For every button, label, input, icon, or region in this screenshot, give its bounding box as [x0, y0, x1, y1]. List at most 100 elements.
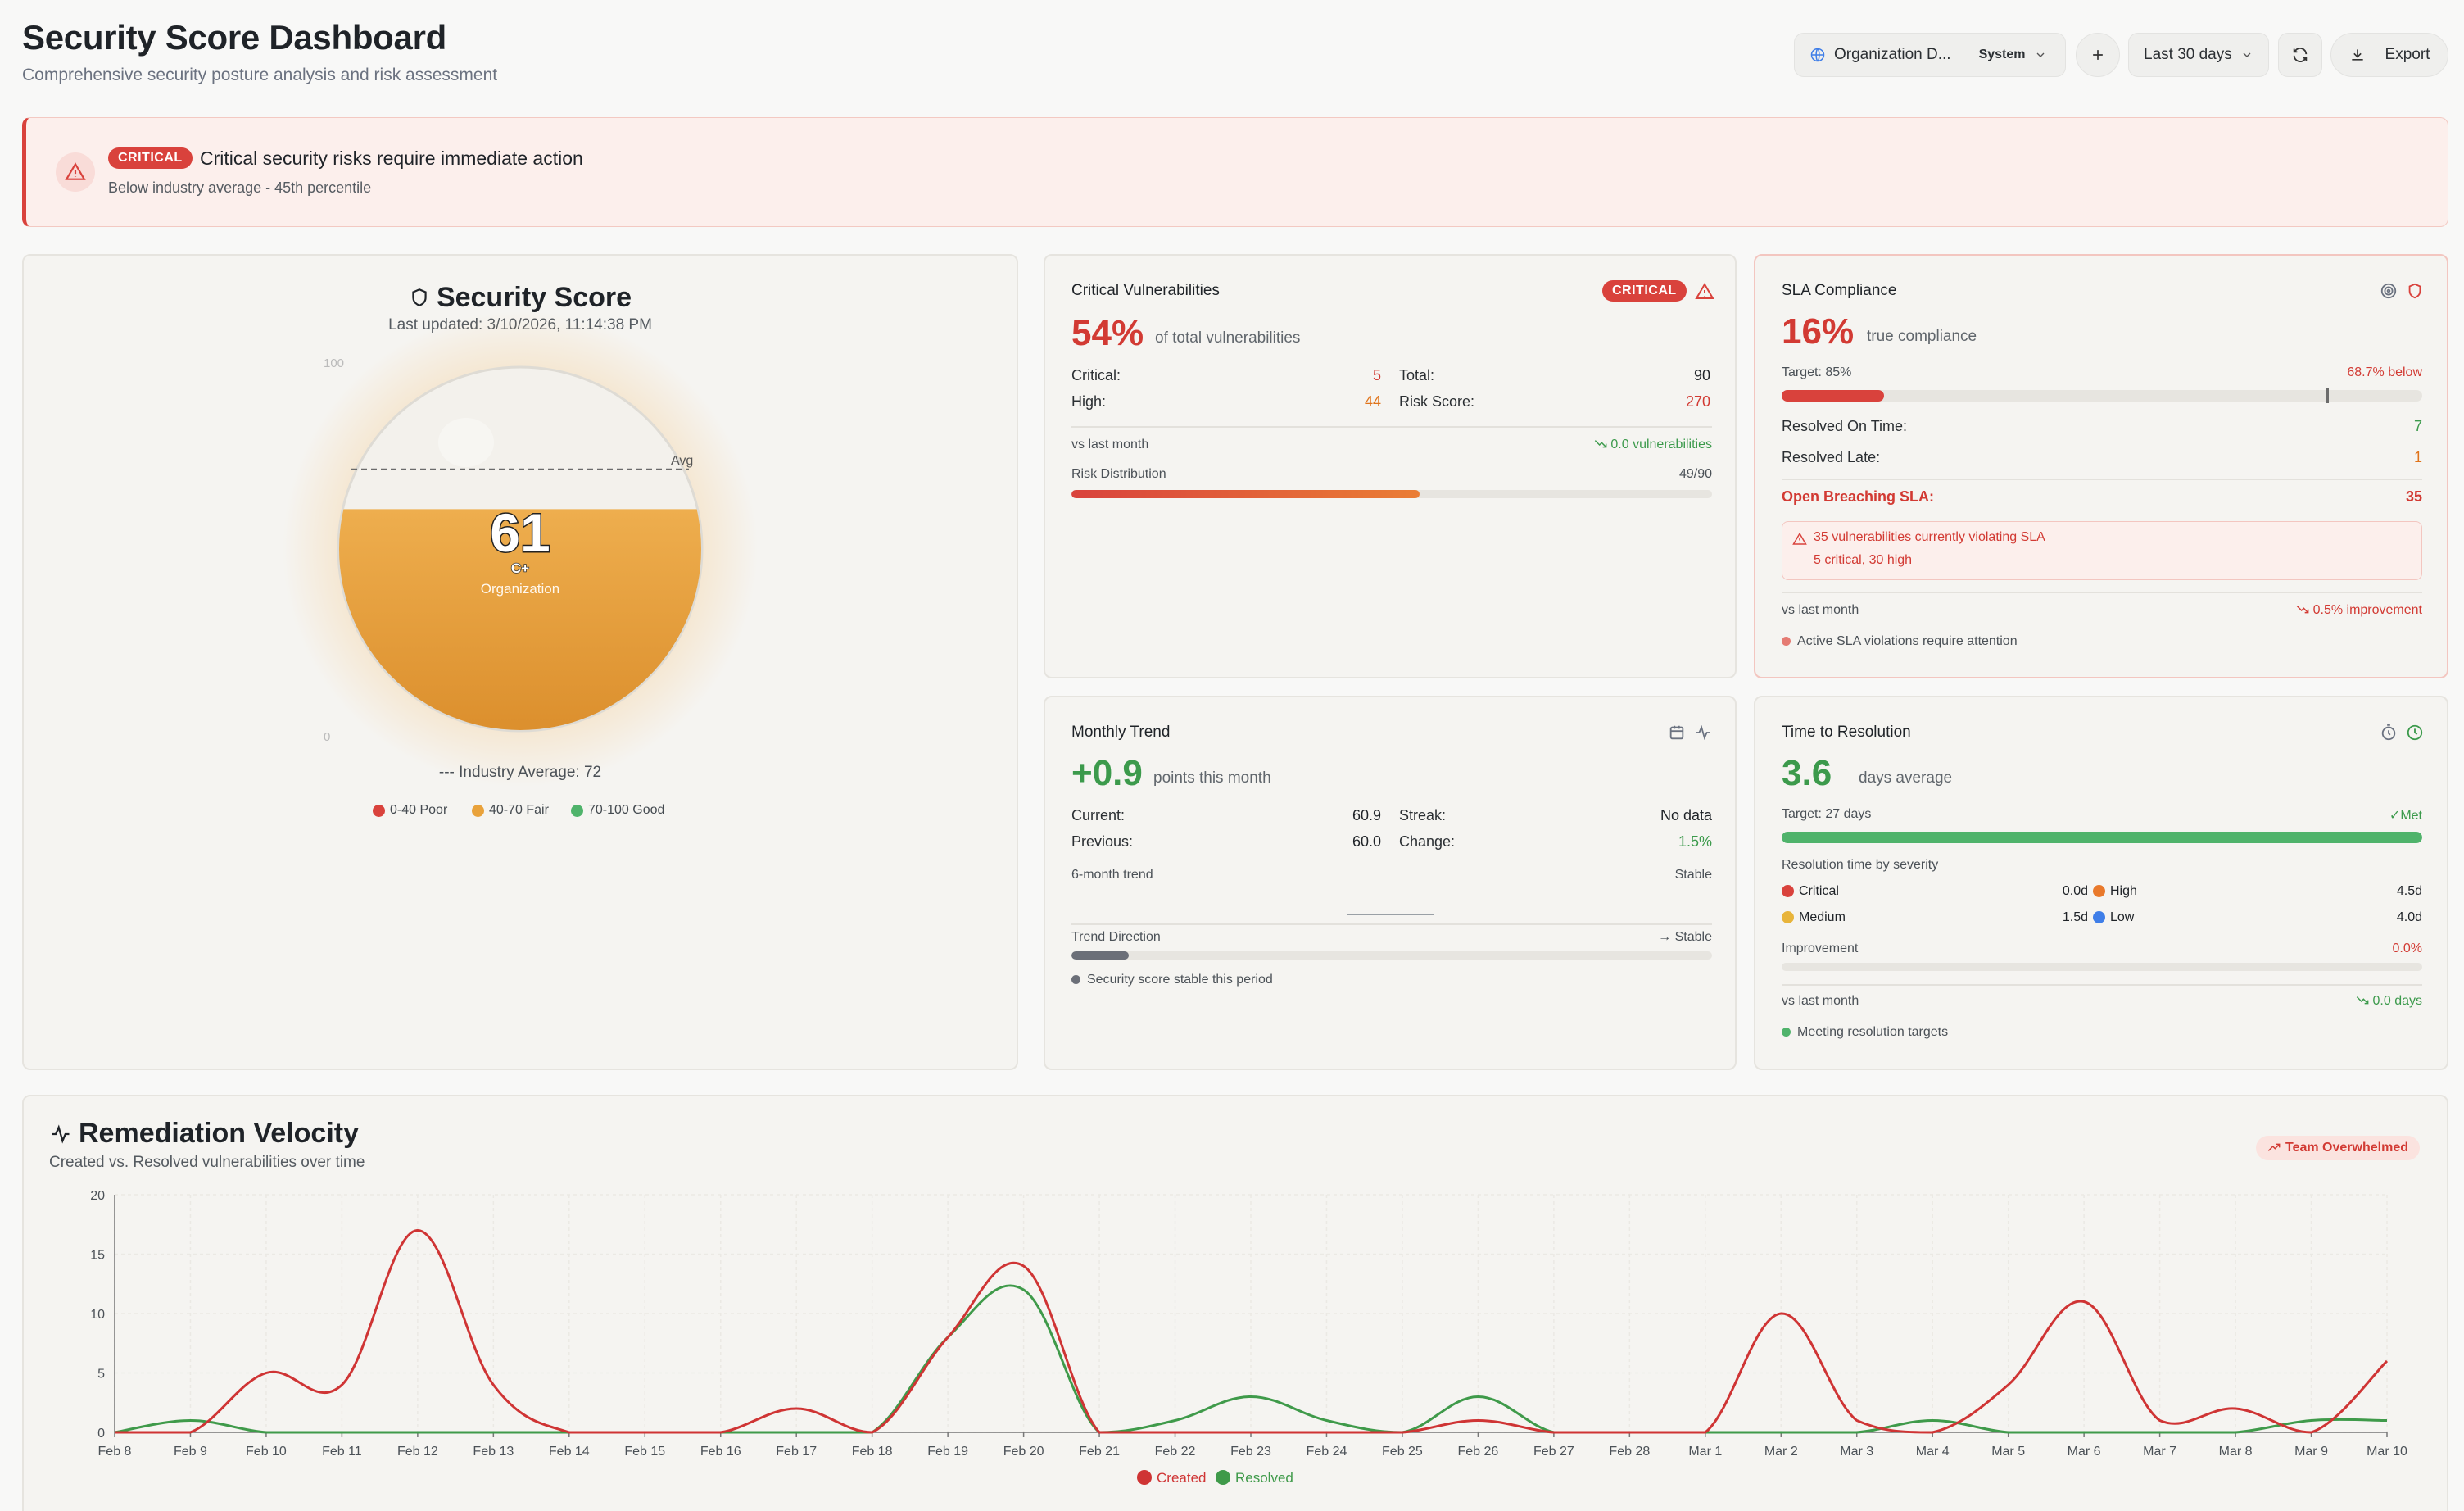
low-dot — [2093, 911, 2105, 924]
direction-value: → Stable — [1658, 930, 1712, 944]
divider — [1782, 479, 2422, 480]
y-tick-label: 10 — [90, 1308, 105, 1322]
time-to-resolution-card: Time to Resolution 3.6 days average Targ… — [1754, 696, 2448, 1070]
activity-icon — [1696, 724, 1710, 741]
velocity-title: Remediation Velocity — [79, 1118, 359, 1149]
remediation-velocity-card — [22, 1095, 2448, 1511]
score-gauge: Avg 100 0 61 C+ Organization — [283, 311, 758, 787]
critical-count: 5 — [1372, 367, 1381, 383]
fair-dot — [472, 804, 484, 817]
breaching-label: Open Breaching SLA: — [1782, 488, 1935, 505]
date-range-select[interactable]: Last 30 days — [2128, 33, 2269, 77]
add-button[interactable] — [2076, 33, 2120, 77]
sla-vs-text: 0.5% improvement — [2312, 603, 2422, 617]
legend-good: 70-100 Good — [571, 803, 664, 818]
legend-fair-label: 40-70 Fair — [489, 803, 549, 817]
sla-percent: 16% — [1782, 311, 1855, 352]
previous-value: 60.0 — [1352, 833, 1381, 850]
divider — [1071, 426, 1712, 428]
ttr-title: Time to Resolution — [1782, 724, 1911, 741]
x-tick-label: Feb 18 — [852, 1445, 893, 1459]
alert-title: Critical security risks require immediat… — [200, 147, 583, 169]
legend-dot-created — [1137, 1470, 1152, 1485]
critical-percent: 54% — [1071, 313, 1144, 353]
download-icon — [2351, 49, 2363, 61]
legend-fair: 40-70 Fair — [472, 803, 549, 818]
sla-note: Active SLA violations require attention — [1782, 634, 2018, 649]
on-time-value: 7 — [2413, 418, 2422, 434]
score-value: 61 — [490, 502, 550, 563]
activity-icon — [52, 1124, 70, 1144]
sla-target-label: Target: 85% — [1782, 365, 1852, 379]
streak-value: No data — [1660, 807, 1712, 824]
warning-triangle-icon — [1695, 283, 1714, 299]
critical-badge: CRITICAL — [1602, 280, 1687, 302]
sla-target-marker — [2326, 388, 2329, 403]
vs-last-month-value: 0.0 vulnerabilities — [1504, 438, 1712, 452]
alert-critical-badge: CRITICAL — [108, 147, 192, 169]
status-dot — [1782, 637, 1791, 647]
legend-good-label: 70-100 Good — [588, 803, 665, 817]
severity-low-value: 4.0d — [2396, 910, 2422, 924]
risk-distribution-fill — [1071, 490, 1420, 498]
vs-last-month-text: 0.0 vulnerabilities — [1610, 438, 1712, 451]
total-count: 90 — [1693, 367, 1710, 383]
organization-select-label: Organization D... — [1834, 46, 1951, 63]
x-tick-label: Mar 9 — [2294, 1445, 2328, 1459]
ttr-vs-label: vs last month — [1782, 994, 1859, 1008]
x-tick-label: Feb 26 — [1457, 1445, 1498, 1459]
refresh-button[interactable] — [2278, 33, 2322, 77]
x-tick-label: Feb 23 — [1230, 1445, 1271, 1459]
divider — [1071, 923, 1712, 925]
breaching-value: 35 — [2405, 488, 2422, 505]
trend-down-icon — [2356, 996, 2369, 1005]
high-dot — [2093, 885, 2105, 898]
severity-critical-name: Critical — [1799, 884, 1839, 898]
ttr-vs-text: 0.0 days — [2372, 994, 2422, 1008]
legend-poor: 0-40 Poor — [373, 803, 447, 818]
warning-triangle-icon — [1792, 532, 1807, 545]
clock-icon — [2407, 724, 2423, 741]
medium-dot — [1782, 911, 1794, 924]
alert-icon-wrap — [56, 152, 95, 192]
monthly-trend-label: points this month — [1153, 769, 1271, 787]
security-score-heading: Security Score — [24, 282, 1017, 314]
sla-compliance-card: SLA Compliance 16% true compliance Targe… — [1754, 254, 2448, 678]
severity-medium-name: Medium — [1799, 910, 1846, 924]
severity-low: Low — [2093, 910, 2134, 925]
scale-min-label: 0 — [324, 730, 330, 744]
critical-vulns-title: Critical Vulnerabilities — [1071, 282, 1220, 299]
direction-bar — [1071, 951, 1712, 960]
x-tick-label: Feb 10 — [246, 1445, 287, 1459]
globe-icon — [1810, 48, 1825, 62]
date-range-label: Last 30 days — [2144, 46, 2232, 63]
sla-percent-label: true compliance — [1867, 328, 1977, 345]
x-tick-label: Feb 25 — [1382, 1445, 1423, 1459]
security-score-title: Security Score — [436, 282, 632, 313]
high-count-label: High: — [1071, 393, 1107, 410]
sla-note-text: Active SLA violations require attention — [1797, 634, 2018, 648]
x-tick-label: Feb 11 — [322, 1445, 362, 1459]
target-icon — [2380, 283, 2397, 299]
risk-score: 270 — [1685, 393, 1710, 410]
legend-dot-resolved — [1216, 1470, 1230, 1485]
shield-icon — [2408, 283, 2421, 299]
on-time-label: Resolved On Time: — [1782, 418, 1908, 434]
sla-warning-title: 35 vulnerabilities currently violating S… — [1814, 530, 2045, 544]
warning-triangle-icon — [65, 162, 86, 180]
ttr-target-label: Target: 27 days — [1782, 807, 1872, 821]
score-grade: C+ — [511, 560, 529, 576]
x-tick-label: Mar 6 — [2068, 1445, 2101, 1459]
shield-icon — [412, 288, 427, 306]
x-tick-label: Feb 16 — [700, 1445, 741, 1459]
x-tick-label: Feb 21 — [1079, 1445, 1120, 1459]
x-tick-label: Feb 8 — [98, 1445, 132, 1459]
sla-bar — [1782, 388, 2422, 403]
six-month-label: 6-month trend — [1071, 868, 1153, 882]
direction-label: Trend Direction — [1071, 930, 1161, 944]
sla-warning-subtitle: 5 critical, 30 high — [1814, 553, 1913, 567]
monthly-trend-value: +0.9 — [1071, 753, 1143, 793]
severity-critical-value: 0.0d — [2062, 884, 2088, 898]
export-button[interactable]: Export — [2330, 33, 2448, 77]
organization-select[interactable]: Organization D... System — [1794, 33, 2066, 77]
